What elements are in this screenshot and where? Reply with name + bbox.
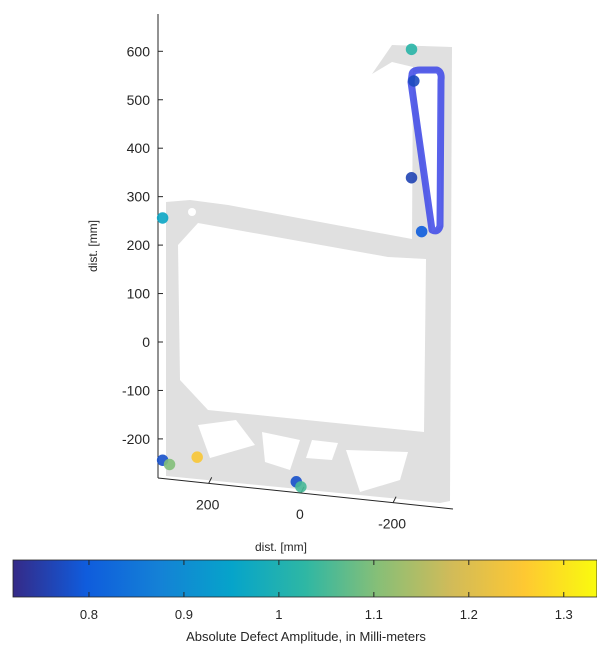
colorbar-tick-label: 0.8	[80, 607, 98, 622]
y-tick-label: -200	[122, 431, 150, 447]
x-tick-mark	[208, 477, 213, 484]
defect-points	[156, 43, 428, 493]
defect-point	[408, 75, 420, 87]
plate-cutout-lower-mid	[262, 432, 300, 470]
colorbar-tick-label: 1.3	[555, 607, 573, 622]
y-tick-label: 600	[127, 43, 151, 59]
defect-point	[295, 481, 307, 493]
colorbar-tick-label: 1.1	[365, 607, 383, 622]
defect-point	[191, 451, 203, 463]
colorbar-ticks: 0.8 0.9 1 1.1 1.2 1.3	[80, 560, 573, 622]
plate-cutout-lower-right	[306, 440, 338, 460]
x-tick-mark	[392, 496, 397, 503]
x-axis-line	[157, 477, 454, 510]
colorbar	[12, 559, 597, 598]
colorbar-tick-label: 1	[275, 607, 282, 622]
defect-point	[156, 212, 169, 224]
colorbar-label: Absolute Defect Amplitude, in Milli-mete…	[186, 629, 426, 644]
plate-shape	[166, 45, 452, 503]
x-tick-label: 200	[196, 496, 220, 512]
x-tick-label: -200	[378, 516, 406, 532]
colorbar-tick-label: 0.9	[175, 607, 193, 622]
colorbar-tick-label: 1.2	[460, 607, 478, 622]
y-axis-label: dist. [mm]	[86, 220, 100, 272]
plate-hole-right	[378, 70, 386, 78]
y-axis-ticks: 600 500 400 300 200 100 0 -100 -200	[122, 43, 163, 447]
plate-cutout-lower-left	[198, 420, 255, 458]
defect-point	[405, 171, 418, 184]
plate-cutout-bottom	[346, 450, 408, 492]
defect-point	[405, 43, 418, 56]
plate-hole-upper	[188, 208, 196, 216]
plate-cutout-top-right	[414, 72, 442, 232]
y-tick-label: 100	[127, 286, 151, 302]
y-tick-label: 500	[127, 92, 151, 108]
x-tick-label: 0	[296, 506, 304, 522]
y-tick-label: 200	[127, 237, 151, 253]
y-tick-label: 300	[127, 189, 151, 205]
defect-point	[415, 225, 428, 238]
defect-point	[163, 458, 176, 471]
y-tick-label: -100	[122, 382, 150, 398]
y-tick-label: 0	[142, 334, 150, 350]
defect-loop	[407, 66, 445, 235]
y-tick-label: 400	[127, 140, 151, 156]
x-axis-label: dist. [mm]	[255, 540, 307, 554]
